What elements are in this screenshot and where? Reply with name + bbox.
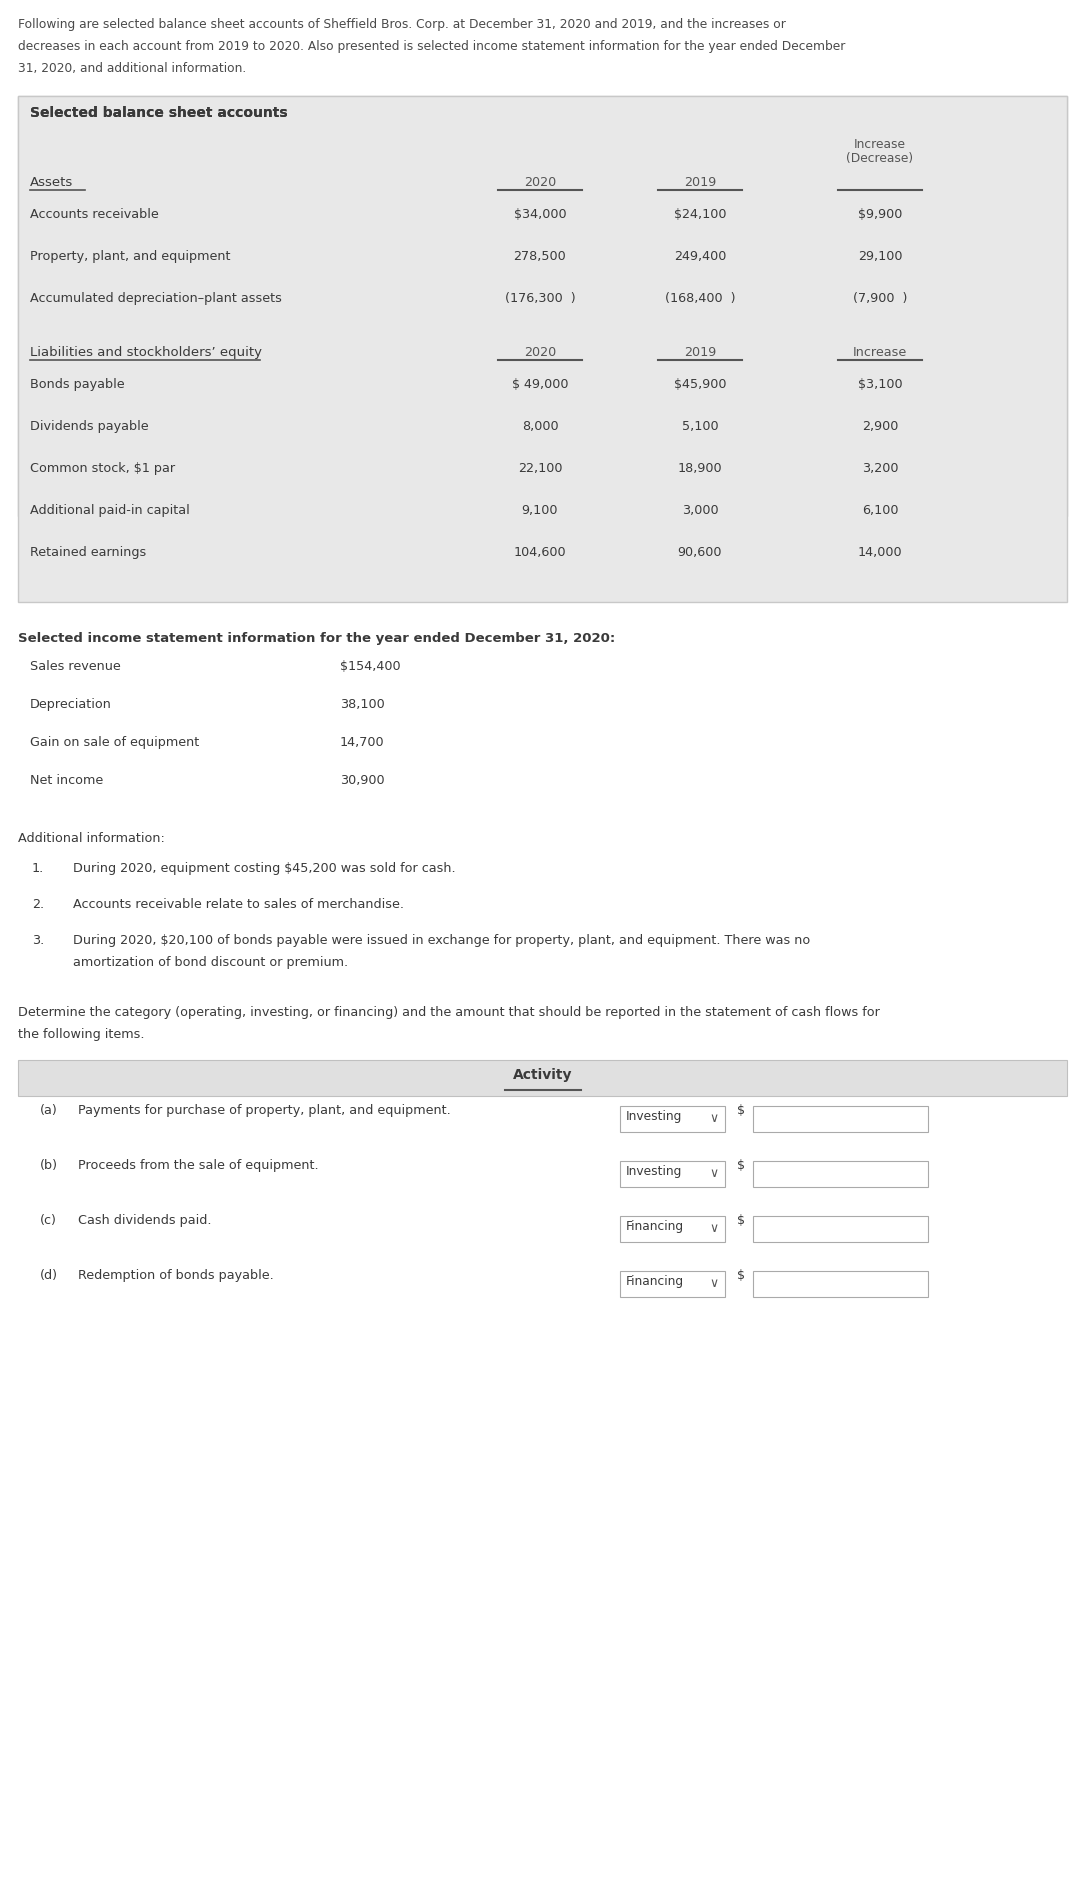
Text: 9,100: 9,100 [522,504,559,517]
Text: (Decrease): (Decrease) [846,152,914,165]
Text: 8,000: 8,000 [522,420,559,434]
Text: $: $ [737,1213,745,1227]
Text: 5,100: 5,100 [681,420,718,434]
Text: 2,900: 2,900 [861,420,898,434]
Bar [620,1105,725,1132]
Text: ∨: ∨ [709,1113,718,1124]
Text: Gain on sale of equipment: Gain on sale of equipment [30,736,200,749]
Bar [753,1160,928,1187]
Text: Depreciation: Depreciation [30,698,112,711]
Bar [753,1105,928,1132]
Text: Selected balance sheet accounts: Selected balance sheet accounts [30,107,288,120]
Text: 2020: 2020 [524,177,557,188]
Text: Net income: Net income [30,774,103,787]
Text: During 2020, equipment costing $45,200 was sold for cash.: During 2020, equipment costing $45,200 w… [73,862,456,875]
Text: $: $ [737,1269,745,1282]
Text: $45,900: $45,900 [674,378,726,392]
Text: Activity: Activity [513,1069,572,1082]
Text: $3,100: $3,100 [857,378,903,392]
Text: ∨: ∨ [709,1221,718,1234]
Text: 104,600: 104,600 [513,546,566,559]
Bar [753,1215,928,1242]
Text: 14,000: 14,000 [857,546,903,559]
Text: During 2020, $20,100 of bonds payable were issued in exchange for property, plan: During 2020, $20,100 of bonds payable we… [73,934,810,947]
Text: $ 49,000: $ 49,000 [512,378,569,392]
Text: 6,100: 6,100 [861,504,898,517]
Text: Accounts receivable relate to sales of merchandise.: Accounts receivable relate to sales of m… [73,898,404,911]
Text: amortization of bond discount or premium.: amortization of bond discount or premium… [73,957,348,968]
Text: Property, plant, and equipment: Property, plant, and equipment [30,249,230,262]
Text: 2019: 2019 [684,346,716,359]
Text: $9,900: $9,900 [858,207,903,221]
Text: (d): (d) [40,1269,58,1282]
Text: Selected balance sheet accounts: Selected balance sheet accounts [30,107,288,120]
Text: Accounts receivable: Accounts receivable [30,207,158,221]
Text: 2019: 2019 [684,177,716,188]
Text: Increase: Increase [854,139,906,150]
Bar [18,95,1067,515]
Text: 14,700: 14,700 [340,736,384,749]
Text: Sales revenue: Sales revenue [30,660,120,673]
Text: Investing: Investing [626,1166,682,1177]
Text: Financing: Financing [626,1274,685,1288]
Bar [620,1160,725,1187]
Text: Dividends payable: Dividends payable [30,420,149,434]
Text: 1.: 1. [31,862,44,875]
Text: 18,900: 18,900 [678,462,723,476]
Text: $34,000: $34,000 [513,207,566,221]
Text: Cash dividends paid.: Cash dividends paid. [78,1213,212,1227]
Text: Common stock, $1 par: Common stock, $1 par [30,462,175,476]
Text: Assets: Assets [30,177,74,188]
Text: 3.: 3. [31,934,44,947]
Text: 30,900: 30,900 [340,774,384,787]
Text: 31, 2020, and additional information.: 31, 2020, and additional information. [18,63,246,74]
Bar [620,1215,725,1242]
Text: 22,100: 22,100 [518,462,562,476]
Text: the following items.: the following items. [18,1027,144,1040]
Text: Determine the category (operating, investing, or financing) and the amount that : Determine the category (operating, inves… [18,1006,880,1019]
Text: 3,200: 3,200 [861,462,898,476]
Text: 90,600: 90,600 [678,546,723,559]
Text: 2.: 2. [31,898,44,911]
Text: Proceeds from the sale of equipment.: Proceeds from the sale of equipment. [78,1158,319,1172]
Text: (a): (a) [40,1103,58,1116]
Bar [753,1271,928,1297]
Text: ∨: ∨ [709,1168,718,1179]
Text: Following are selected balance sheet accounts of Sheffield Bros. Corp. at Decemb: Following are selected balance sheet acc… [18,17,786,30]
Text: (168,400  ): (168,400 ) [665,293,736,304]
Text: Accumulated depreciation–plant assets: Accumulated depreciation–plant assets [30,293,282,304]
Text: (c): (c) [40,1213,56,1227]
Bar [620,1271,725,1297]
Text: Financing: Financing [626,1219,685,1232]
Text: $: $ [737,1158,745,1172]
Text: Investing: Investing [626,1111,682,1122]
Bar [18,1059,1067,1096]
Text: $24,100: $24,100 [674,207,726,221]
Text: Selected income statement information for the year ended December 31, 2020:: Selected income statement information fo… [18,631,615,645]
Text: 249,400: 249,400 [674,249,726,262]
Text: decreases in each account from 2019 to 2020. Also presented is selected income s: decreases in each account from 2019 to 2… [18,40,845,53]
Text: Additional paid-in capital: Additional paid-in capital [30,504,190,517]
Text: 3,000: 3,000 [681,504,718,517]
Text: Increase: Increase [853,346,907,359]
Text: 278,500: 278,500 [513,249,566,262]
Text: Bonds payable: Bonds payable [30,378,125,392]
Text: 38,100: 38,100 [340,698,385,711]
Text: Redemption of bonds payable.: Redemption of bonds payable. [78,1269,273,1282]
Text: $: $ [737,1103,745,1116]
Text: ∨: ∨ [709,1276,718,1290]
Text: (b): (b) [40,1158,58,1172]
Text: Retained earnings: Retained earnings [30,546,146,559]
Text: Liabilities and stockholders’ equity: Liabilities and stockholders’ equity [30,346,261,359]
Text: 29,100: 29,100 [858,249,903,262]
Bar [18,95,1067,603]
Text: $154,400: $154,400 [340,660,400,673]
Text: 2020: 2020 [524,346,557,359]
Text: (176,300  ): (176,300 ) [505,293,575,304]
Text: Payments for purchase of property, plant, and equipment.: Payments for purchase of property, plant… [78,1103,450,1116]
Text: Additional information:: Additional information: [18,831,165,844]
Text: (7,900  ): (7,900 ) [853,293,907,304]
